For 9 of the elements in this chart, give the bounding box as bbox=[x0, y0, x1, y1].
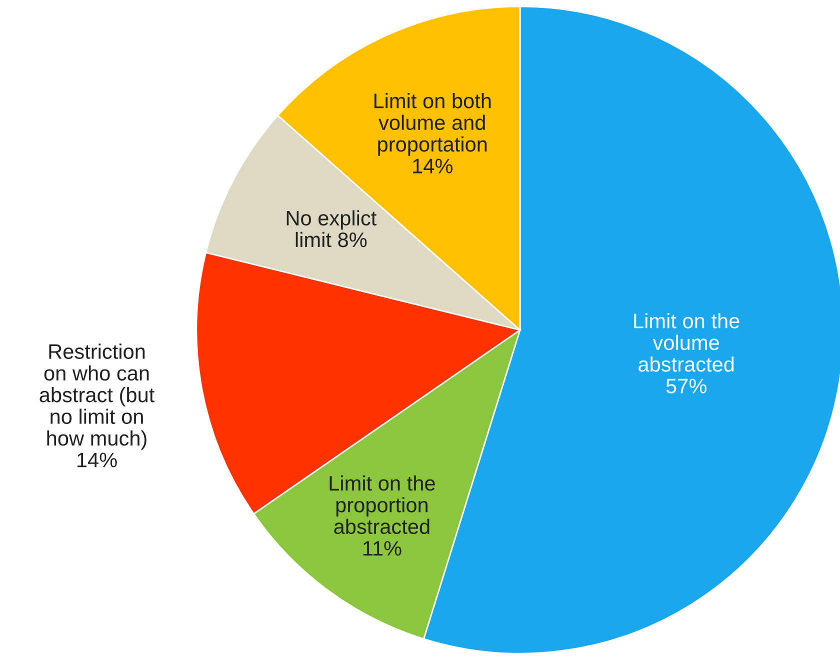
slice-label: Limit on both volume and proportation bbox=[374, 93, 491, 156]
slice-label: Limit on the proportion abstracted bbox=[330, 475, 435, 534]
data-label: 11% bbox=[363, 541, 402, 556]
slice-label: Restriction on who can abstract (but no limit on how much) bbox=[40, 344, 154, 450]
data-label: 57% bbox=[666, 378, 706, 394]
data-label: 14% bbox=[77, 452, 117, 468]
slice-label: No explict limit 8% bbox=[286, 210, 377, 248]
slice-label: Limit on the volume abstracted bbox=[634, 313, 740, 372]
data-label: 14% bbox=[413, 158, 452, 174]
